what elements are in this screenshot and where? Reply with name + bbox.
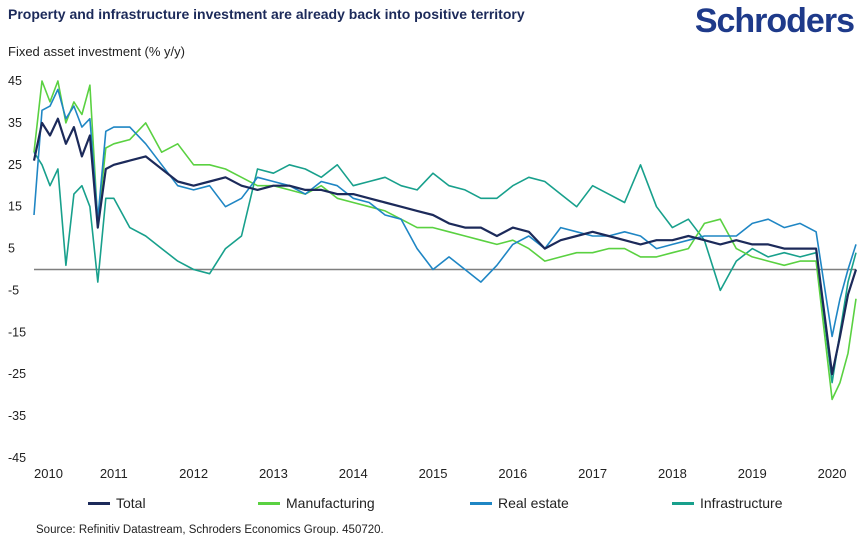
y-tick-labels: 45 35 25 15 5 -5 -15 -25 -35 -45 <box>8 74 26 465</box>
legend-item-infrastructure: Infrastructure <box>672 495 782 511</box>
y-tick-label: -35 <box>8 409 26 423</box>
x-tick-label: 2019 <box>738 466 767 481</box>
series-line-real-estate <box>33 88 857 338</box>
legend-item-manufacturing: Manufacturing <box>258 495 375 511</box>
y-tick-label: -5 <box>8 283 19 297</box>
legend-swatch-infrastructure <box>672 501 694 505</box>
x-tick-label: 2016 <box>498 466 527 481</box>
x-tick-labels: 2010 2011 2012 2013 2014 2015 2016 2017 2018 2019… <box>34 466 847 481</box>
x-tick-label: 2013 <box>259 466 288 481</box>
legend: Total Manufacturing Real estate Infrastr… <box>0 495 866 515</box>
legend-swatch-manufacturing <box>258 501 280 505</box>
x-tick-label: 2015 <box>419 466 448 481</box>
y-axis-label: Fixed asset investment (% y/y) <box>8 44 185 59</box>
y-tick-label: 45 <box>8 74 22 88</box>
schroders-logo: Schroders <box>694 2 855 40</box>
legend-label-manufacturing: Manufacturing <box>286 495 375 511</box>
y-tick-label: 15 <box>8 200 22 214</box>
x-tick-label: 2017 <box>578 466 607 481</box>
legend-swatch-total <box>88 501 110 505</box>
series-line-total <box>32 117 858 376</box>
x-tick-label: 2014 <box>339 466 368 481</box>
y-tick-label: -45 <box>8 451 26 465</box>
y-tick-label: -15 <box>8 325 26 339</box>
x-tick-label: 2020 <box>818 466 847 481</box>
series-lines <box>32 80 858 401</box>
chart-title: Property and infrastructure investment a… <box>8 6 525 22</box>
x-tick-label: 2011 <box>100 466 128 481</box>
legend-label-real-estate: Real estate <box>498 495 569 511</box>
legend-swatch-real-estate <box>470 501 492 505</box>
series-line-manufacturing <box>33 80 857 401</box>
legend-label-infrastructure: Infrastructure <box>700 495 783 511</box>
source-note: Source: Refinitiv Datastream, Schroders … <box>36 524 384 536</box>
series-line-infrastructure <box>33 151 857 384</box>
y-tick-label: 5 <box>8 242 15 256</box>
y-tick-label: 25 <box>8 158 22 172</box>
y-tick-label: 35 <box>8 116 22 130</box>
legend-label-total: Total <box>116 495 146 511</box>
x-tick-label: 2010 <box>34 466 63 481</box>
legend-item-real-estate: Real estate <box>470 495 569 511</box>
legend-item-total: Total <box>88 495 146 511</box>
y-tick-label: -25 <box>8 367 26 381</box>
x-tick-label: 2012 <box>179 466 208 481</box>
x-tick-label: 2018 <box>658 466 687 481</box>
